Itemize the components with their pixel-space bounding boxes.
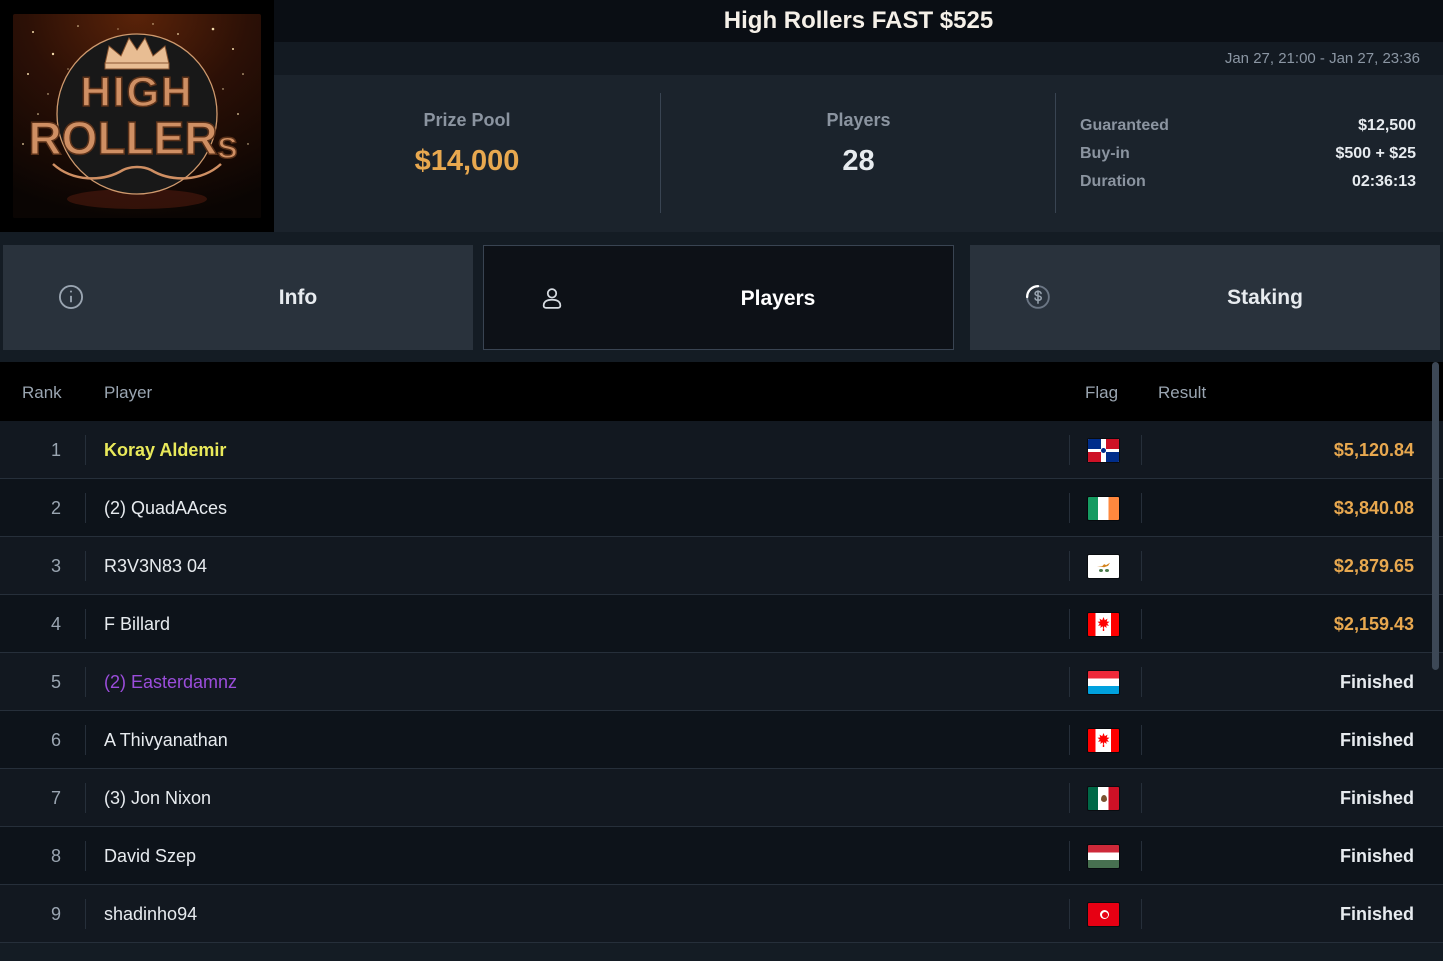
svg-text:ROLLERS: ROLLERS (28, 112, 237, 165)
svg-text:HIGH: HIGH (81, 68, 194, 115)
